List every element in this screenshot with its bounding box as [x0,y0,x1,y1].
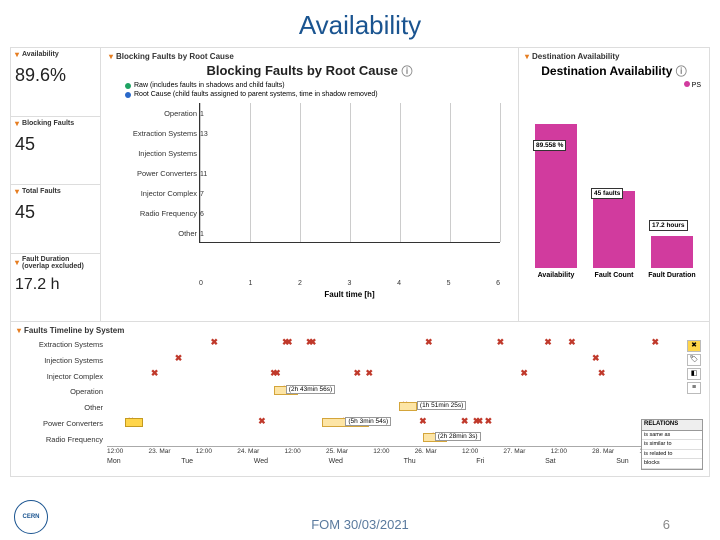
relations-box: RELATIONS is same as is similar to is re… [641,419,703,470]
stat-total-faults: ▾Total Faults 45 [11,185,100,254]
dashboard: ▾Availability 89.6% ▾Blocking Faults 45 … [10,47,710,477]
filter-icon: ▾ [15,187,19,196]
footer-date: FOM 30/03/2021 [311,517,409,532]
page-title: Availability [0,0,720,47]
filter-icon: ▾ [15,119,19,128]
filter-icon: ▾ [17,326,21,335]
destination-panel: ▾Destination Availability Destination Av… [519,48,709,321]
timeline-panel: ▾Faults Timeline by System Extraction Sy… [10,322,710,477]
filter-icon: ▾ [525,52,529,61]
stat-availability: ▾Availability 89.6% [11,48,100,117]
filter-icon: ▾ [15,50,19,59]
page-number: 6 [663,517,670,532]
stack-tool[interactable]: ≡ [687,382,701,394]
filter-icon: ▾ [109,52,113,61]
highlight-tool[interactable]: ✖ [687,340,701,352]
chart-legend: Raw (includes faults in shadows and chil… [125,81,510,99]
stats-column: ▾Availability 89.6% ▾Blocking Faults 45 … [11,48,101,321]
filter-icon: ▾ [15,258,19,267]
root-cause-panel: ▾Blocking Faults by Root Cause Blocking … [101,48,519,321]
legend-dot-root [125,92,131,98]
info-icon[interactable]: ⓘ [402,66,413,78]
stat-blocking-faults: ▾Blocking Faults 45 [11,117,100,186]
legend-dot-raw [125,83,131,89]
info-icon[interactable]: ⓘ [676,66,687,78]
stat-fault-duration: ▾Fault Duration (overlap excluded) 17.2 … [11,254,100,322]
timeline-tools: ✖ 🏷 ◧ ≡ [687,340,701,394]
layers-tool[interactable]: ◧ [687,368,701,380]
hbar-chart: OperationExtraction SystemsInjection Sys… [199,103,500,273]
tag-tool[interactable]: 🏷 [687,354,701,366]
